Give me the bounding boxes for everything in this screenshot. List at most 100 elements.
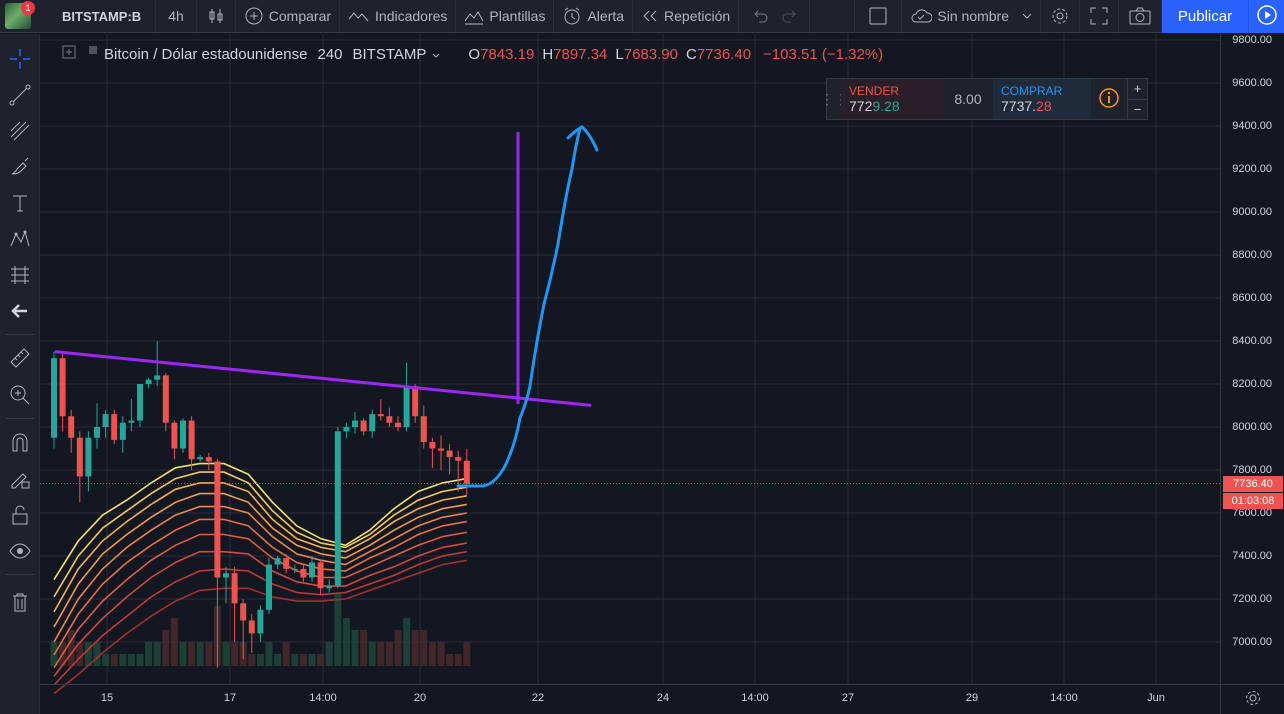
hide-drawings-tool[interactable]	[8, 540, 32, 564]
pattern-tool[interactable]	[8, 228, 32, 252]
snapshot-button[interactable]	[1119, 0, 1162, 33]
drag-handle-icon[interactable]: ⋮⋮	[820, 90, 848, 107]
stay-drawing-tool[interactable]	[8, 468, 32, 492]
text-tool[interactable]	[8, 192, 32, 216]
compare-button[interactable]: Comparar	[236, 0, 341, 33]
high-value: 7897.34	[553, 45, 608, 63]
save-layout-button[interactable]: Sin nombre	[902, 0, 1041, 33]
candle-body	[266, 564, 272, 610]
fib-icon	[9, 120, 31, 145]
last-price-tag: 7736.40	[1223, 475, 1283, 492]
candle-body	[377, 414, 384, 417]
time-axis-label: 14:00	[1050, 692, 1078, 704]
volume-bar	[463, 642, 471, 666]
replay-button[interactable]: Repetición	[633, 0, 740, 33]
volume-bar	[411, 630, 419, 666]
fullscreen-button[interactable]	[1080, 0, 1119, 33]
trendline-tool[interactable]	[8, 84, 32, 108]
chart-type-button[interactable]	[197, 0, 236, 33]
rewind-icon	[641, 8, 659, 24]
text-icon	[9, 192, 31, 217]
publish-button[interactable]: Publicar	[1162, 0, 1248, 33]
buy-label: COMPRAR	[1001, 84, 1063, 98]
redo-button[interactable]	[775, 0, 811, 33]
prediction-tool[interactable]	[8, 264, 32, 288]
symbol-title[interactable]: Bitcoin / Dólar estadounidense	[104, 45, 308, 63]
volume-bar	[351, 630, 359, 666]
quantity-field[interactable]: 8.00	[954, 91, 982, 107]
volume-bar	[231, 642, 239, 666]
indicators-button[interactable]: Indicadores	[340, 0, 457, 33]
symbol-search[interactable]: BITSTAMP:B	[36, 0, 157, 33]
legend-settings-icon[interactable]	[62, 45, 76, 63]
magnet-tool[interactable]	[8, 432, 32, 456]
ma-ribbon-line	[53, 559, 467, 695]
brush-tool[interactable]	[8, 156, 32, 180]
info-icon	[1098, 87, 1120, 112]
candle-body	[257, 609, 264, 634]
pencil-lock-icon	[9, 468, 31, 493]
zoom-tool[interactable]	[8, 384, 32, 408]
ma-ribbon-line	[53, 462, 467, 581]
candle-body	[446, 450, 453, 458]
measure-tool[interactable]	[8, 347, 32, 371]
settings-button[interactable]	[1041, 0, 1080, 33]
chevron-down-icon[interactable]	[432, 46, 440, 63]
crosshair-tool[interactable]	[8, 48, 32, 72]
info-button[interactable]	[1091, 79, 1127, 119]
volume-bar	[102, 654, 110, 666]
price-axis-label: 7600.00	[1232, 507, 1272, 519]
projection-brush-drawing	[456, 126, 582, 488]
candle-body	[137, 384, 143, 421]
volume-bar	[368, 642, 376, 666]
candle-body	[162, 375, 169, 423]
unlock-icon	[9, 504, 31, 529]
candle-body	[386, 416, 393, 423]
price-chart[interactable]	[40, 34, 1284, 714]
volume-bar	[317, 654, 325, 666]
fib-tool[interactable]	[8, 120, 32, 144]
remove-drawings-tool[interactable]	[8, 591, 32, 615]
price-axis-label: 7200.00	[1232, 593, 1272, 605]
open-value: 7843.19	[480, 45, 535, 63]
replay-label: Repetición	[664, 8, 731, 24]
lock-drawings-tool[interactable]	[8, 504, 32, 528]
time-axis[interactable]: 15 17 14:00 20 22 24 14:00 27 29 14:00 Jun	[40, 684, 1220, 714]
time-axis-label: 22	[531, 692, 545, 704]
close-label: C	[685, 45, 697, 63]
volume-bar	[162, 630, 170, 666]
price-axis-label: 9000.00	[1232, 206, 1272, 218]
templates-button[interactable]: Plantillas	[456, 0, 555, 33]
candle-body	[102, 414, 109, 427]
interval-selector[interactable]: 4h	[156, 0, 197, 33]
undo-button[interactable]	[739, 0, 775, 33]
candle-body	[145, 379, 152, 384]
decrease-quantity-button[interactable]: −	[1127, 98, 1147, 119]
buy-price-tail: 28	[1036, 98, 1052, 114]
redo-icon	[781, 8, 799, 24]
volume-bar	[446, 654, 454, 666]
price-axis-label: 9200.00	[1232, 163, 1272, 175]
volume-bar	[342, 618, 350, 666]
back-arrow-button[interactable]	[8, 300, 32, 324]
buy-button[interactable]: COMPRAR 7737.28	[993, 79, 1091, 119]
volume-bar	[170, 618, 178, 666]
volume-bar	[334, 594, 342, 666]
avatar[interactable]: 1	[0, 0, 36, 33]
projection-arrowhead	[566, 125, 599, 152]
increase-quantity-button[interactable]: +	[1127, 79, 1147, 99]
play-button[interactable]	[1248, 0, 1284, 33]
axis-settings-button[interactable]	[1220, 684, 1284, 714]
open-label: O	[468, 45, 481, 63]
volume-bar	[291, 654, 299, 666]
candle-body	[438, 448, 444, 451]
templates-label: Plantillas	[489, 8, 546, 24]
volume-bar	[222, 642, 230, 666]
alert-button[interactable]: Alerta	[554, 0, 634, 33]
sell-button[interactable]: VENDER 7729.28	[841, 79, 943, 119]
price-axis[interactable]: 9800.00 9600.00 9400.00 9200.00 9000.00 8800.…	[1220, 34, 1284, 684]
candle-body	[76, 437, 83, 477]
layout-button[interactable]	[854, 0, 903, 33]
candle-body	[180, 420, 186, 449]
prediction-icon	[9, 264, 31, 289]
